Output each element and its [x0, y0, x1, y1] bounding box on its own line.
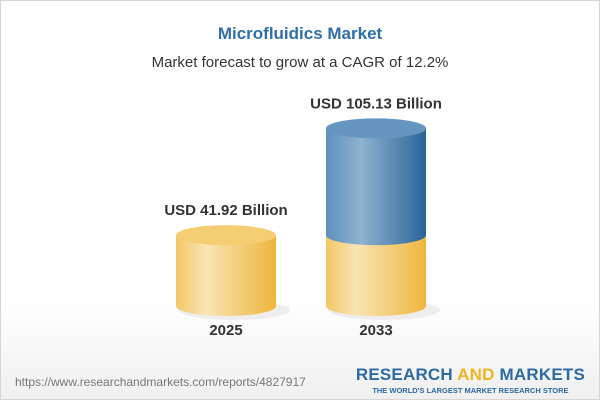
cylinder-2033-base	[326, 235, 426, 316]
logo-tagline: THE WORLD'S LARGEST MARKET RESEARCH STOR…	[372, 386, 569, 395]
category-label-2025: 2025	[209, 322, 242, 339]
cylinder-top-2033	[326, 118, 426, 139]
cylinder-chart: USD 41.92 Billion USD 105.13 Billion 202…	[164, 95, 442, 339]
report-url[interactable]: https://www.researchandmarkets.com/repor…	[15, 375, 306, 389]
chart-subtitle: Market forecast to grow at a CAGR of 12.…	[151, 54, 449, 71]
cylinder-top-2025	[176, 225, 276, 246]
logo-text-3: MARKETS	[494, 365, 585, 384]
data-label-2033: USD 105.13 Billion	[310, 95, 442, 112]
cylinder-2025	[176, 235, 276, 316]
logo-text-1: RESEARCH	[355, 365, 458, 384]
cylinder-2033-growth	[326, 128, 426, 246]
data-label-2025: USD 41.92 Billion	[164, 202, 287, 219]
category-label-2033: 2033	[359, 322, 392, 339]
chart-title: Microfluidics Market	[217, 24, 383, 43]
logo-text-2: AND	[457, 365, 495, 384]
research-and-markets-logo: RESEARCH AND MARKETS THE WORLD'S LARGEST…	[356, 365, 585, 395]
